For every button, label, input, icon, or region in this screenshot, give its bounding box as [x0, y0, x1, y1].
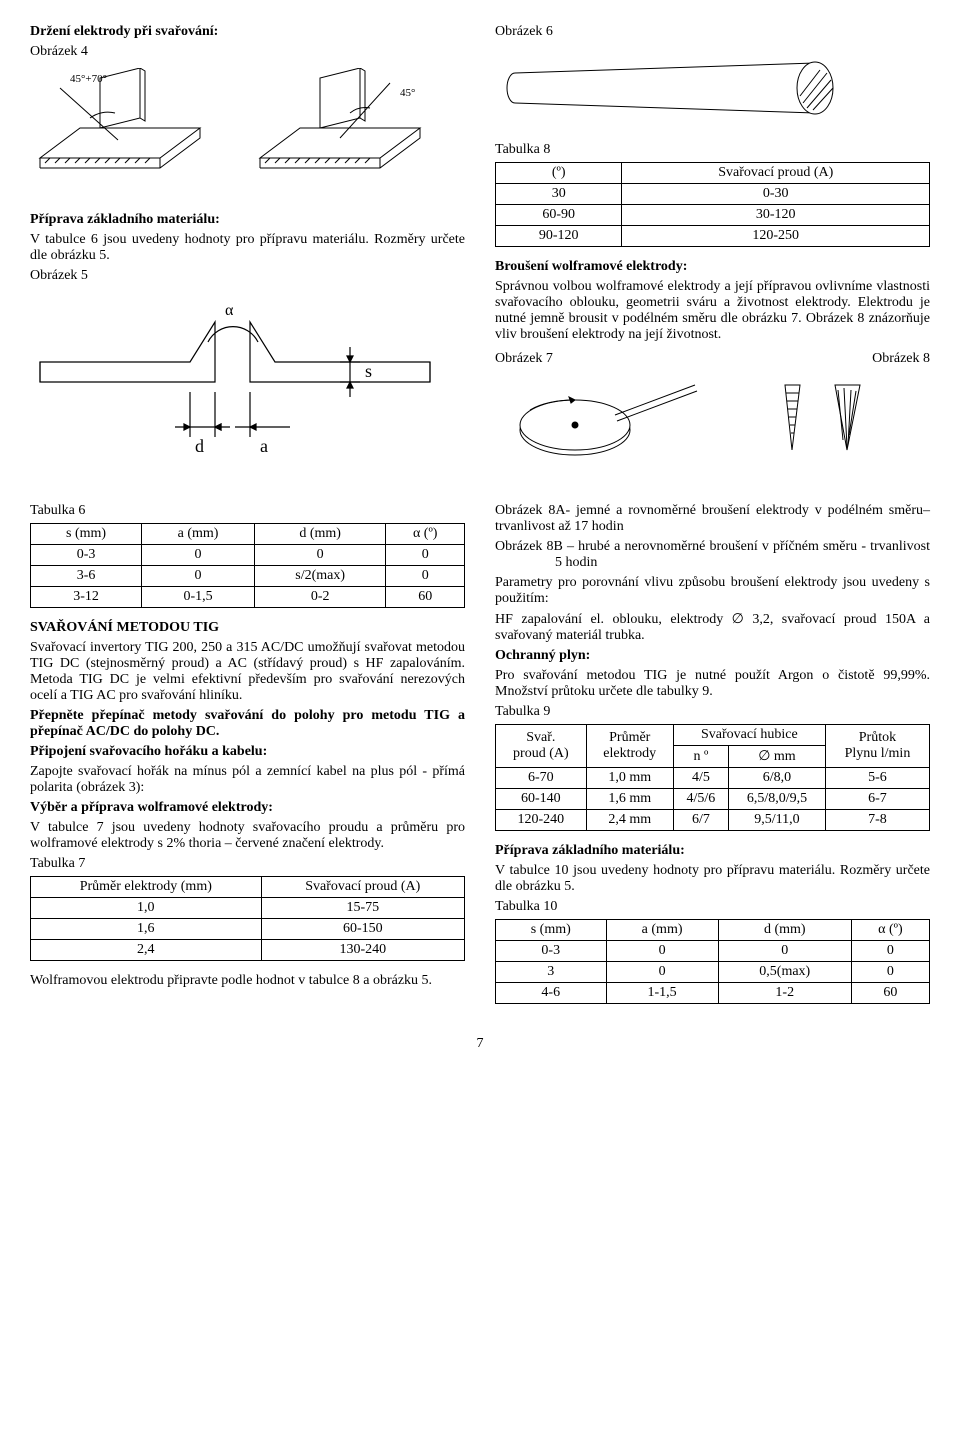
fig7-label: Obrázek 7	[495, 351, 553, 367]
prep2-text: V tabulce 10 jsou uvedeny hodnoty pro př…	[495, 863, 930, 895]
tab8-h1: (º)	[496, 163, 622, 184]
tig-p2: Přepněte přepínač metody svařování do po…	[30, 708, 465, 740]
table-row: 0-3000	[496, 941, 930, 962]
tig-title: SVAŘOVÁNÍ METODOU TIG	[30, 620, 465, 636]
dim-a: a	[260, 436, 268, 456]
table-row: 2,4130-240	[31, 940, 465, 961]
elec-text: V tabulce 7 jsou uvedeny hodnoty svařova…	[30, 820, 465, 852]
table-row: 300-30	[496, 184, 930, 205]
table-9: Svař.proud (A) Průměrelektrody Svařovací…	[495, 724, 930, 831]
conn-text: Zapojte svařovací hořák na mínus pól a z…	[30, 764, 465, 796]
elec-title: Výběr a příprava wolframové elektrody:	[30, 800, 465, 816]
table-6: s (mm) a (mm) d (mm) α (º) 0-3000 3-60s/…	[30, 523, 465, 608]
figure-6	[495, 48, 930, 128]
tab8-h2: Svařovací proud (A)	[622, 163, 930, 184]
section-holding-title: Držení elektrody při svařování:	[30, 24, 465, 40]
gas-text: Pro svařování metodou TIG je nutné použí…	[495, 668, 930, 700]
grind-text: Správnou volbou wolframové elektrody a j…	[495, 279, 930, 343]
table-7: Průměr elektrody (mm) Svařovací proud (A…	[30, 876, 465, 961]
dim-d: d	[195, 436, 204, 456]
table-row: 6-701,0 mm4/56/8,05-6	[496, 768, 930, 789]
grind-title: Broušení wolframové elektrody:	[495, 259, 930, 275]
params2: HF zapalování el. oblouku, elektrody ∅ 3…	[495, 611, 930, 644]
tab8-label: Tabulka 8	[495, 142, 930, 158]
prep-text: V tabulce 6 jsou uvedeny hodnoty pro pří…	[30, 232, 465, 264]
table-row: 60-1401,6 mm4/5/66,5/8,0/9,56-7	[496, 789, 930, 810]
fig5-label: Obrázek 5	[30, 268, 465, 284]
tab10-label: Tabulka 10	[495, 899, 930, 915]
prep2-title: Příprava základního materiálu:	[495, 843, 930, 859]
table-row: 90-120120-250	[496, 226, 930, 247]
conn-title: Připojení svařovacího hořáku a kabelu:	[30, 744, 465, 760]
table-8: (º) Svařovací proud (A) 300-30 60-9030-1…	[495, 162, 930, 247]
page-number: 7	[30, 1036, 930, 1052]
table-row: 1,660-150	[31, 919, 465, 940]
tab6-label: Tabulka 6	[30, 503, 465, 519]
tab9-label: Tabulka 9	[495, 704, 930, 720]
tig-p1: Svařovací invertory TIG 200, 250 a 315 A…	[30, 640, 465, 704]
fig6-label: Obrázek 6	[495, 24, 930, 40]
angle-label-2: 45°	[400, 87, 415, 99]
gas-title: Ochranný plyn:	[495, 648, 930, 664]
dim-s: s	[365, 361, 372, 381]
table-row: 4-61-1,51-260	[496, 983, 930, 1004]
figure-4: 45°+70° 45°	[30, 68, 465, 198]
angle-label-1: 45°+70°	[70, 73, 107, 85]
p8b: Obrázek 8B – hrubé a nerovnoměrné brouše…	[495, 539, 930, 571]
fig8-label: Obrázek 8	[872, 351, 930, 367]
table-row: 300,5(max)0	[496, 962, 930, 983]
params: Parametry pro porovnání vlivu způsobu br…	[495, 575, 930, 607]
tab7-after: Wolframovou elektrodu připravte podle ho…	[30, 973, 465, 989]
table-row: 3-120-1,50-260	[31, 587, 465, 608]
table-row: 60-9030-120	[496, 205, 930, 226]
table-row: 3-60s/2(max)0	[31, 566, 465, 587]
table-row: 1,015-75	[31, 898, 465, 919]
prep-title: Příprava základního materiálu:	[30, 212, 465, 228]
figure-7-8	[495, 375, 930, 475]
dim-alpha: α	[225, 302, 234, 319]
figure-5: α s d a	[30, 292, 465, 462]
table-10: s (mm) a (mm) d (mm) α (º) 0-3000 300,5(…	[495, 919, 930, 1004]
table-row: 120-2402,4 mm6/79,5/11,07-8	[496, 810, 930, 831]
p8a: Obrázek 8A- jemné a rovnoměrné broušení …	[495, 503, 930, 535]
table-row: 0-3000	[31, 545, 465, 566]
tab7-label: Tabulka 7	[30, 856, 465, 872]
fig4-label: Obrázek 4	[30, 44, 465, 60]
